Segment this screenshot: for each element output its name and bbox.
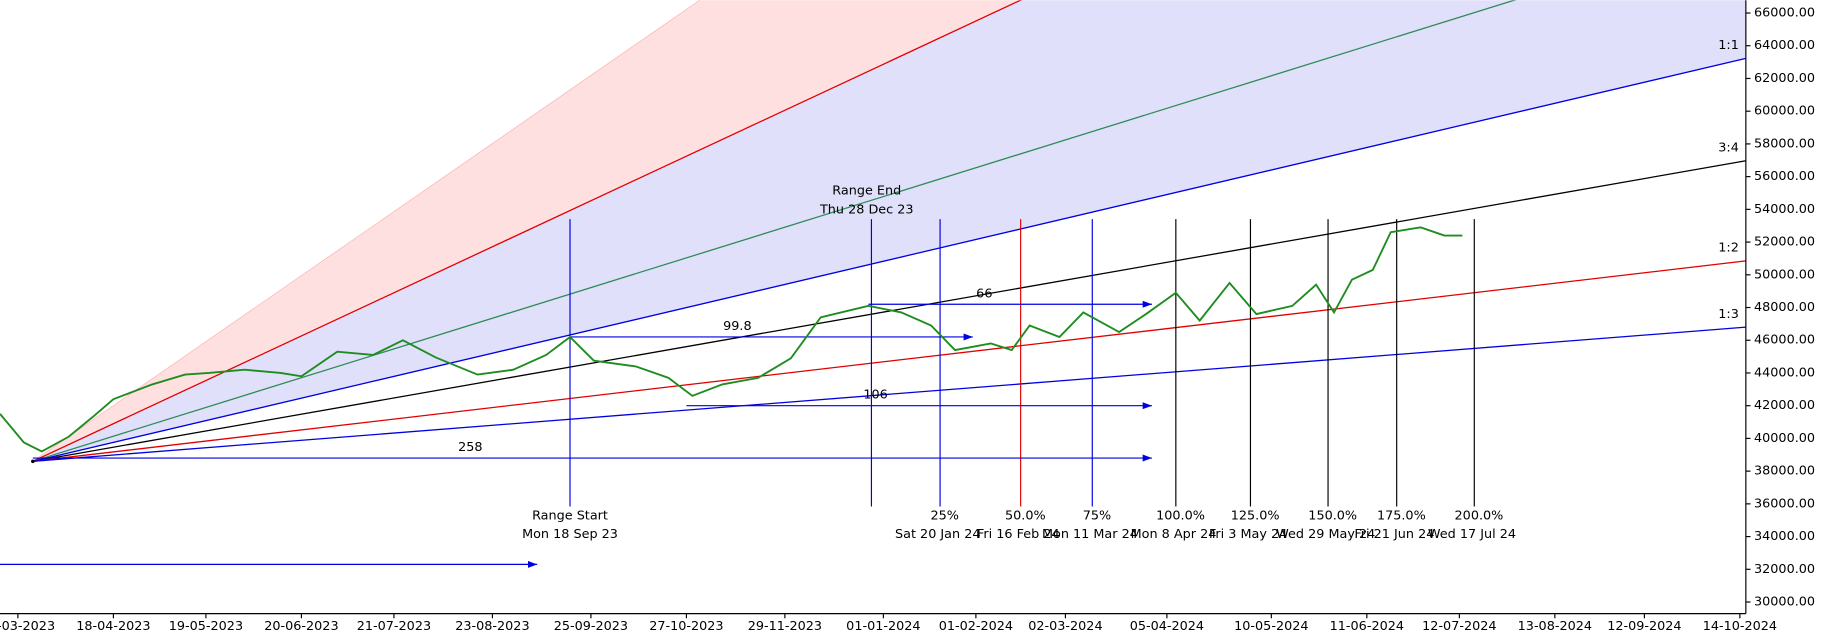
fan-line	[32, 326, 1746, 462]
y-tick-label: 56000.00	[1754, 169, 1815, 184]
fan-line	[32, 160, 1746, 462]
ratio-label: 175.0%	[1377, 508, 1426, 523]
range-date: Mon 18 Sep 23	[522, 527, 618, 542]
count-label: 99.8	[723, 319, 752, 334]
ratio-date: Mon 11 Mar 24	[1042, 527, 1138, 542]
y-tick-label: 50000.00	[1754, 267, 1815, 282]
fan-line	[32, 0, 1517, 462]
y-tick-label: 64000.00	[1754, 38, 1815, 53]
fan-label: 1:2	[1718, 241, 1739, 256]
fan-fill	[32, 0, 1746, 462]
count-label: 66	[976, 286, 992, 301]
x-tick-label: 01-01-2024	[846, 619, 920, 634]
ratio-label: 75%	[1083, 508, 1111, 523]
ratio-label: 50.0%	[1005, 508, 1046, 523]
fan-line	[32, 260, 1746, 462]
y-tick-label: 52000.00	[1754, 235, 1815, 250]
x-tick-label: 02-03-2024	[1028, 619, 1102, 634]
ratio-date: Fri 3 May 24	[1209, 527, 1287, 542]
ratio-date: Mon 8 Apr 24	[1131, 527, 1217, 542]
fan-line	[32, 57, 1746, 462]
x-tick-label: 21-07-2023	[357, 619, 431, 634]
ratio-date: Wed 29 May 24	[1276, 527, 1375, 542]
ratio-label: 150.0%	[1308, 508, 1357, 523]
ratio-label: 125.0%	[1231, 508, 1280, 523]
x-tick-label: 18-04-2023	[76, 619, 150, 634]
x-tick-label: 01-02-2024	[939, 619, 1013, 634]
x-tick-label: 13-08-2024	[1518, 619, 1592, 634]
fan-line	[32, 0, 701, 462]
x-tick-label: 27-10-2023	[649, 619, 723, 634]
ratio-date: Wed 17 Jul 24	[1428, 527, 1516, 542]
fan-zone	[32, 0, 1746, 462]
fan-line	[32, 0, 1022, 462]
fan-label: 1:3	[1718, 307, 1739, 322]
y-tick-label: 40000.00	[1754, 431, 1815, 446]
y-tick-label: 42000.00	[1754, 398, 1815, 413]
range-label: Range End	[832, 184, 901, 199]
y-tick-label: 60000.00	[1754, 104, 1815, 119]
x-tick-label: 10-05-2024	[1234, 619, 1308, 634]
x-tick-label: 29-11-2023	[748, 619, 822, 634]
y-tick-label: 48000.00	[1754, 300, 1815, 315]
y-tick-label: 58000.00	[1754, 136, 1815, 151]
fan-label: 1:1	[1718, 38, 1739, 53]
x-tick-label: 23-08-2023	[455, 619, 529, 634]
x-tick-label: 20-06-2023	[264, 619, 338, 634]
y-tick-label: 30000.00	[1754, 595, 1815, 610]
ratio-date: Fri 16 Feb 24	[977, 527, 1060, 542]
x-tick-label: 05-04-2024	[1130, 619, 1204, 634]
y-tick-label: 66000.00	[1754, 6, 1815, 21]
y-tick-label: 46000.00	[1754, 333, 1815, 348]
x-tick-label: 14-10-2024	[1703, 619, 1777, 634]
ratio-label: 25%	[931, 508, 959, 523]
y-tick-label: 38000.00	[1754, 464, 1815, 479]
count-label: 106	[863, 388, 887, 403]
fan-label: 3:4	[1718, 140, 1739, 155]
y-tick-label: 62000.00	[1754, 71, 1815, 86]
x-tick-label: 12-07-2024	[1422, 619, 1496, 634]
y-tick-label: 34000.00	[1754, 529, 1815, 544]
y-tick-label: 36000.00	[1754, 496, 1815, 511]
ratio-date: Sat 20 Jan 24	[895, 527, 980, 542]
y-tick-label: 44000.00	[1754, 365, 1815, 380]
y-tick-label: 32000.00	[1754, 562, 1815, 577]
price-line	[0, 226, 1463, 453]
ratio-date: Fri 21 Jun 24	[1354, 527, 1434, 542]
fan-origin	[31, 459, 35, 464]
ratio-label: 100.0%	[1156, 508, 1205, 523]
x-tick-label: 19-05-2023	[169, 619, 243, 634]
count-label: 258	[458, 440, 482, 455]
range-date: Thu 28 Dec 23	[819, 202, 914, 217]
range-label: Range Start	[532, 508, 608, 523]
y-tick-label: 54000.00	[1754, 202, 1815, 217]
x-tick-label: 25-09-2023	[554, 619, 628, 634]
ratio-label: 200.0%	[1455, 508, 1504, 523]
plot-area: 1:1 3:4 1:2 1:3 Range Start Mon 18 Sep 23 Rang…	[0, 0, 1746, 568]
x-tick-label: 17-03-2023	[0, 619, 55, 634]
x-tick-label: 12-09-2024	[1607, 619, 1681, 634]
x-tick-label: 11-06-2024	[1330, 619, 1404, 634]
